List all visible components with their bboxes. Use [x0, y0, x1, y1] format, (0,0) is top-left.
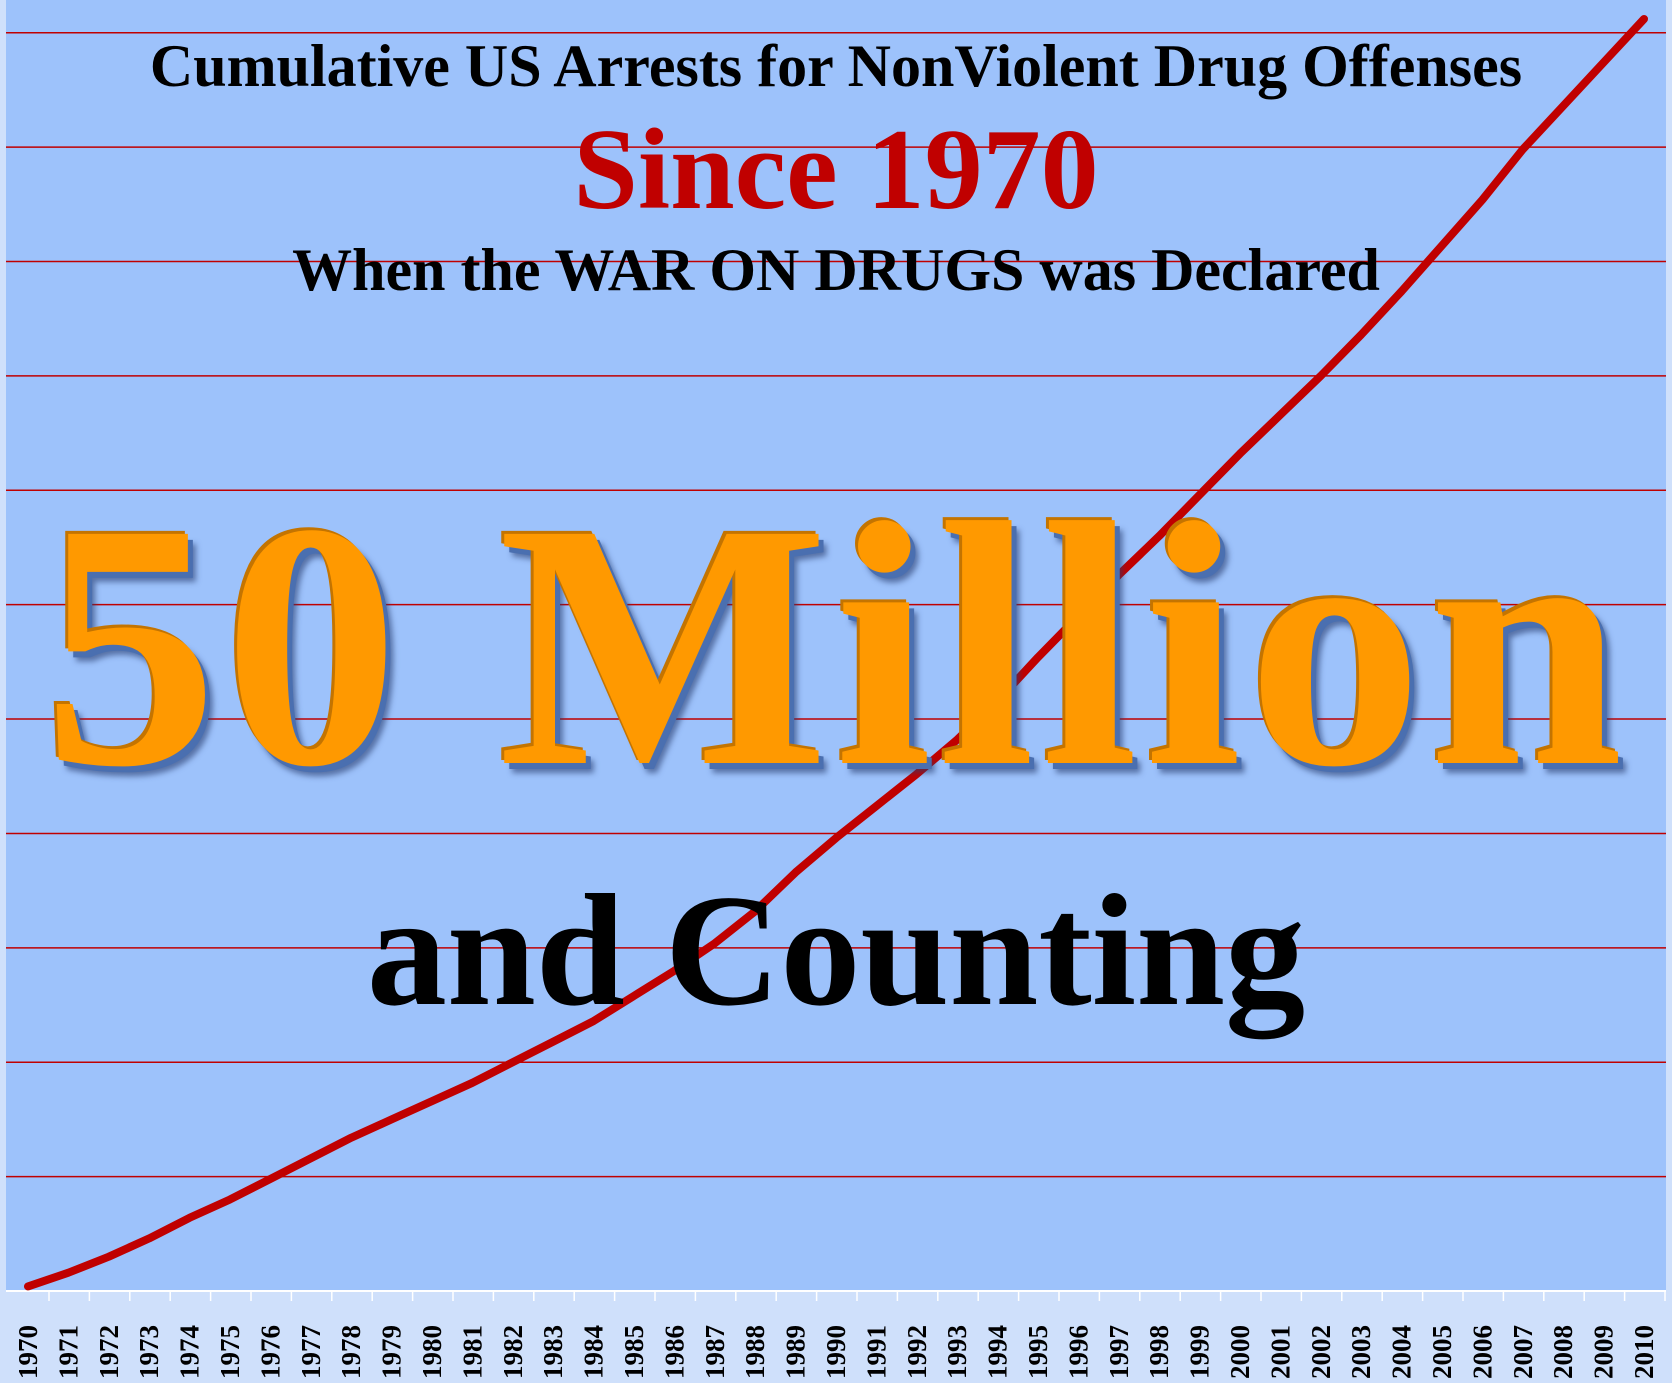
data-point	[145, 1234, 153, 1242]
data-point	[226, 1195, 234, 1203]
data-point	[1559, 102, 1567, 110]
data-point	[1640, 15, 1648, 23]
data-point	[670, 967, 678, 975]
data-point	[1519, 145, 1527, 153]
x-tick-label: 1970	[13, 1325, 43, 1379]
data-point	[1478, 196, 1486, 204]
data-point	[872, 802, 880, 810]
data-point	[307, 1154, 315, 1162]
x-tick-label: 1971	[53, 1325, 83, 1379]
x-tick-label: 2008	[1548, 1325, 1578, 1379]
chart-title: Cumulative US Arrests for NonViolent Dru…	[149, 33, 1523, 99]
data-point	[994, 697, 1002, 705]
x-tick-label: 2005	[1427, 1325, 1457, 1379]
x-tick-label: 1977	[296, 1325, 326, 1379]
data-point	[1196, 491, 1204, 499]
x-tick-label: 1983	[538, 1325, 568, 1379]
x-tick-label: 1994	[983, 1325, 1013, 1379]
x-tick-label: 1996	[1063, 1325, 1093, 1379]
x-tick-label: 1986	[659, 1325, 689, 1379]
data-point	[1438, 241, 1446, 249]
x-tick-label: 1975	[215, 1325, 245, 1379]
x-tick-label: 1974	[175, 1325, 205, 1379]
data-point	[266, 1175, 274, 1183]
x-tick-label: 2004	[1387, 1325, 1417, 1379]
x-tick-label: 1982	[498, 1325, 528, 1379]
data-point	[1276, 411, 1284, 419]
x-tick-label: 1985	[619, 1325, 649, 1379]
x-tick-label: 2003	[1346, 1325, 1376, 1379]
data-point	[1236, 450, 1244, 458]
x-tick-label: 1998	[1144, 1325, 1174, 1379]
data-point	[792, 868, 800, 876]
x-tick-label: 1979	[377, 1325, 407, 1379]
x-tick-label: 1992	[902, 1325, 932, 1379]
data-point	[64, 1269, 72, 1277]
gridlines	[6, 31, 1666, 1178]
data-point	[953, 736, 961, 744]
x-tick-label: 2006	[1467, 1325, 1497, 1379]
data-point	[1317, 372, 1325, 380]
data-point	[347, 1134, 355, 1142]
data-point	[24, 1282, 32, 1290]
data-point	[388, 1115, 396, 1123]
x-tick-label: 1995	[1023, 1325, 1053, 1379]
data-point	[549, 1038, 557, 1046]
x-tick-label: 1978	[336, 1325, 366, 1379]
series-layer	[24, 14, 1648, 1291]
data-point	[1398, 287, 1406, 295]
headline-tagline: and Counting	[366, 861, 1306, 1039]
x-tick-label: 1987	[700, 1325, 730, 1379]
x-tick-label: 1972	[94, 1325, 124, 1379]
data-point	[1115, 571, 1123, 579]
data-point	[630, 992, 638, 1000]
x-tick-label: 2001	[1265, 1325, 1295, 1379]
data-point	[711, 939, 719, 947]
x-tick-label: 2010	[1629, 1325, 1659, 1379]
x-tick-label: 1997	[1104, 1325, 1134, 1379]
chart-subtitle-since: Since 1970	[573, 106, 1099, 234]
data-point	[1600, 58, 1608, 66]
data-point	[590, 1017, 598, 1025]
x-tick-label: 1999	[1185, 1325, 1215, 1379]
x-tick-label: 1988	[740, 1325, 770, 1379]
data-point	[1074, 612, 1082, 620]
chart-subtitle-declared: When the WAR ON DRUGS was Declared	[292, 237, 1380, 303]
x-axis: 1970 1971 1972 1973 1974 1975 1976 1977 1978 1979…	[6, 1290, 1666, 1379]
data-point	[1034, 653, 1042, 661]
data-point	[509, 1058, 517, 1066]
x-tick-label: 1981	[457, 1325, 487, 1379]
x-tick-label: 2007	[1508, 1325, 1538, 1379]
x-tick-label: 1991	[861, 1325, 891, 1379]
x-tick-label: 2009	[1589, 1325, 1619, 1379]
x-tick-label: 2002	[1306, 1325, 1336, 1379]
x-tick-label: 1973	[134, 1325, 164, 1379]
x-tick-label: 1984	[579, 1325, 609, 1379]
x-tick-label: 1993	[942, 1325, 972, 1379]
data-point	[913, 770, 921, 778]
data-point	[832, 834, 840, 842]
x-tick-label: 1990	[821, 1325, 851, 1379]
data-point	[751, 907, 759, 915]
data-point	[1155, 532, 1163, 540]
data-point	[186, 1214, 194, 1222]
data-point	[468, 1079, 476, 1087]
plot-area	[6, 0, 1666, 1291]
data-point	[428, 1097, 436, 1105]
x-tick-label: 1976	[255, 1325, 285, 1379]
data-point	[105, 1253, 113, 1261]
data-point	[1357, 331, 1365, 339]
x-tick-label: 1989	[781, 1325, 811, 1379]
headline-total: 50 Million	[42, 451, 1630, 839]
x-tick-label: 2000	[1225, 1325, 1255, 1379]
x-tick-label: 1980	[417, 1325, 447, 1379]
